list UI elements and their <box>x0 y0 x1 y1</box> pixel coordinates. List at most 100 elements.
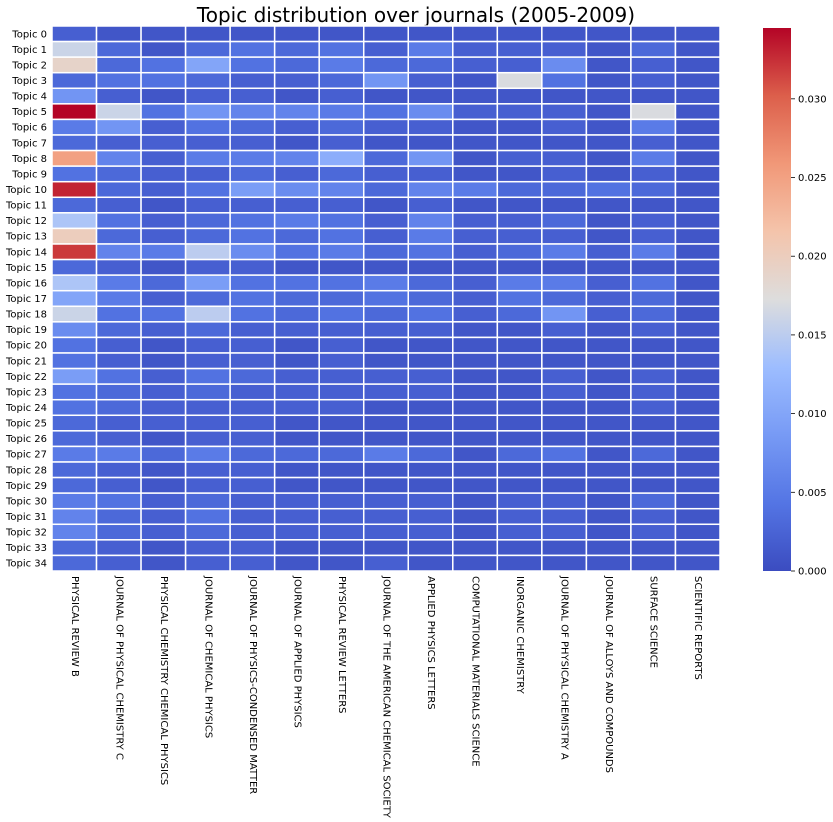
heatmap-cell <box>496 134 543 152</box>
heatmap-cell <box>273 507 320 526</box>
heatmap-cell <box>674 56 721 74</box>
heatmap-cell <box>318 507 365 526</box>
heatmap-cell <box>630 461 677 479</box>
heatmap-cell <box>496 523 543 541</box>
colorbar: 0.000 0.005 0.010 0.015 0.020 0.025 0.030 <box>763 28 827 578</box>
heatmap-cell <box>51 134 98 152</box>
heatmap-cell <box>184 414 231 432</box>
heatmap-cell <box>140 180 187 199</box>
heatmap-cell <box>541 523 588 541</box>
heatmap-cell <box>541 40 588 58</box>
heatmap-cell <box>541 118 588 136</box>
heatmap-cell <box>273 103 320 121</box>
heatmap-cell <box>229 103 276 121</box>
heatmap-cell <box>452 445 499 463</box>
row-label: Topic 34 <box>5 559 47 570</box>
heatmap-cell <box>541 383 588 401</box>
heatmap-cell <box>184 258 231 276</box>
heatmap-cell <box>318 196 365 214</box>
heatmap-cell <box>585 507 632 526</box>
heatmap-cell <box>630 414 677 432</box>
heatmap-cell <box>362 476 410 494</box>
heatmap-cell <box>630 383 677 401</box>
heatmap-cell <box>630 367 677 385</box>
heatmap-cell <box>585 274 632 292</box>
heatmap-cell <box>95 212 142 230</box>
heatmap-cell <box>229 383 276 401</box>
heatmap-cell <box>95 196 142 214</box>
heatmap-cell <box>452 118 499 136</box>
heatmap-cell <box>51 274 98 292</box>
heatmap-cell <box>318 40 365 58</box>
heatmap-cell <box>496 180 543 199</box>
heatmap-cell <box>362 274 410 292</box>
heatmap-cell <box>140 352 187 370</box>
heatmap-cell <box>362 25 410 43</box>
heatmap-cell <box>95 476 142 494</box>
heatmap-cell <box>630 398 677 417</box>
heatmap-cell <box>541 554 588 572</box>
heatmap-cell <box>496 212 543 230</box>
heatmap-cell <box>496 71 543 90</box>
heatmap-cell <box>630 196 677 214</box>
heatmap-cell <box>51 25 98 43</box>
heatmap-cell <box>95 305 142 323</box>
heatmap-cell <box>184 539 231 557</box>
heatmap-cell <box>51 336 98 354</box>
heatmap-cell <box>273 476 320 494</box>
heatmap-cell <box>95 430 142 448</box>
heatmap-cell <box>318 87 365 105</box>
heatmap-cell <box>229 352 276 370</box>
heatmap-cell <box>95 445 142 463</box>
heatmap-cell <box>541 227 588 245</box>
column-labels: PHYSICAL REVIEW B JOURNAL OF PHYSICAL CHE… <box>69 575 703 819</box>
heatmap-cell <box>318 383 365 401</box>
heatmap-cell <box>407 25 454 43</box>
heatmap-cell <box>184 212 231 230</box>
heatmap-cell <box>452 492 499 510</box>
heatmap-cell <box>318 352 365 370</box>
heatmap-cell <box>140 398 187 417</box>
heatmap-cell <box>273 258 320 276</box>
heatmap-cell <box>184 149 231 167</box>
heatmap-cell <box>273 56 320 74</box>
heatmap-cell <box>51 321 98 339</box>
heatmap-cell <box>273 87 320 105</box>
heatmap-cell <box>496 461 543 479</box>
heatmap-cell <box>630 336 677 354</box>
heatmap-cell <box>318 134 365 152</box>
heatmap-cell <box>496 289 543 308</box>
row-label: Topic 16 <box>5 278 47 289</box>
heatmap-cell <box>630 352 677 370</box>
heatmap-cell <box>95 367 142 385</box>
row-label: Topic 18 <box>5 310 47 321</box>
heatmap-cell <box>140 243 187 261</box>
heatmap-cell <box>630 539 677 557</box>
heatmap-cell <box>585 289 632 308</box>
column-label: JOURNAL OF PHYSICS-CONDENSED MATTER <box>247 575 258 794</box>
heatmap-cell <box>674 149 721 167</box>
heatmap-cell <box>318 227 365 245</box>
heatmap-cell <box>229 414 276 432</box>
heatmap-cell <box>452 196 499 214</box>
heatmap-cell <box>674 289 721 308</box>
heatmap-cell <box>273 321 320 339</box>
heatmap-cell <box>140 461 187 479</box>
column-label: PHYSICAL CHEMISTRY CHEMICAL PHYSICS <box>158 576 169 785</box>
heatmap-cell <box>51 289 98 308</box>
heatmap-cell <box>95 383 142 401</box>
heatmap-cell <box>362 289 410 308</box>
heatmap-cell <box>496 274 543 292</box>
heatmap-cell <box>585 321 632 339</box>
heatmap-cell <box>318 165 365 183</box>
heatmap-cell <box>541 414 588 432</box>
row-label: Topic 33 <box>5 543 47 554</box>
heatmap-cell <box>496 398 543 417</box>
heatmap-cell <box>496 476 543 494</box>
heatmap-cell <box>273 336 320 354</box>
heatmap-cell <box>496 118 543 136</box>
heatmap-cell <box>496 352 543 370</box>
heatmap-cell <box>318 476 365 494</box>
heatmap-cell <box>674 398 721 417</box>
heatmap-cell <box>585 165 632 183</box>
